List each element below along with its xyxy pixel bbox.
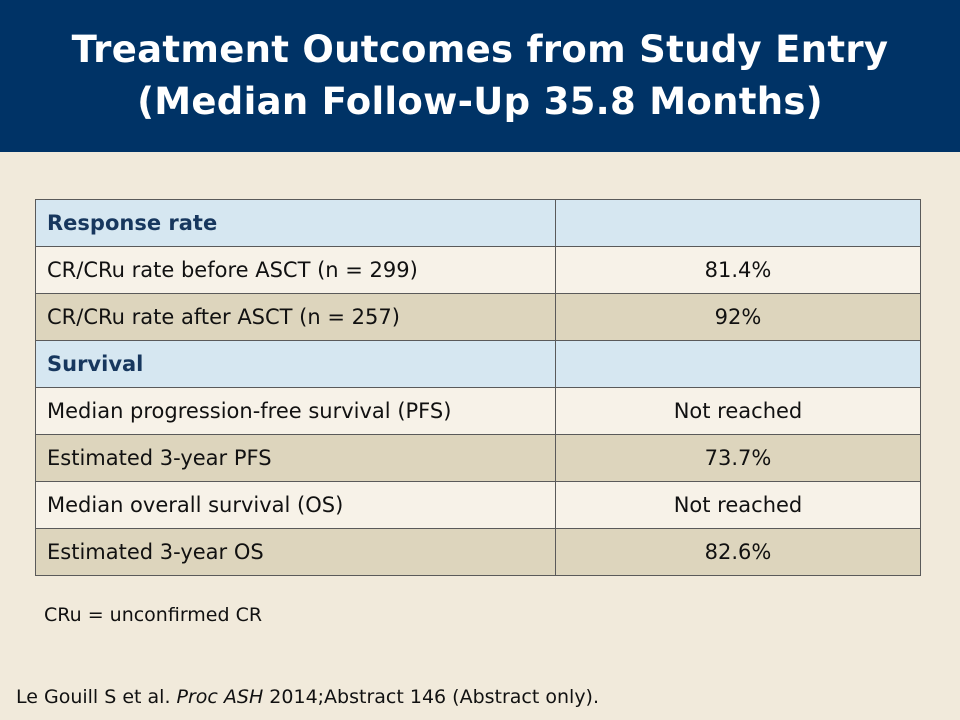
row-value: 82.6% [555,528,921,576]
row-label: Estimated 3-year PFS [35,434,556,482]
row-value: 73.7% [555,434,921,482]
row-label: CR/CRu rate after ASCT (n = 257) [35,293,556,341]
citation-authors: Le Gouill S et al. [16,686,177,708]
table-row: CR/CRu rate after ASCT (n = 257) 92% [35,293,921,341]
row-value: 92% [555,293,921,341]
row-label: Response rate [35,199,556,247]
row-value: Not reached [555,481,921,529]
table-row: Estimated 3-year OS 82.6% [35,528,921,576]
row-label: Median progression-free survival (PFS) [35,387,556,435]
table-row-response-rate-header: Response rate [35,199,921,247]
citation-details: 2014;Abstract 146 (Abstract only). [263,686,600,708]
row-value: Not reached [555,387,921,435]
citation-journal: Proc ASH [176,686,264,708]
outcomes-table: Response rate CR/CRu rate before ASCT (n… [35,199,921,576]
slide-header: Treatment Outcomes from Study Entry (Med… [0,0,960,152]
row-value: 81.4% [555,246,921,294]
row-value [555,340,921,388]
slide-title-line-2: (Median Follow-Up 35.8 Months) [137,80,823,123]
slide-title-line-1: Treatment Outcomes from Study Entry [71,28,889,71]
row-label: Estimated 3-year OS [35,528,556,576]
citation: Le Gouill S et al. Proc ASH 2014;Abstrac… [16,686,599,708]
table-row: Median progression-free survival (PFS) N… [35,387,921,435]
table-row: Estimated 3-year PFS 73.7% [35,434,921,482]
row-value [555,199,921,247]
row-label: Median overall survival (OS) [35,481,556,529]
table-row-survival-header: Survival [35,340,921,388]
row-label: CR/CRu rate before ASCT (n = 299) [35,246,556,294]
row-label: Survival [35,340,556,388]
table-row: CR/CRu rate before ASCT (n = 299) 81.4% [35,246,921,294]
table-row: Median overall survival (OS) Not reached [35,481,921,529]
footnote: CRu = unconfirmed CR [44,604,263,626]
